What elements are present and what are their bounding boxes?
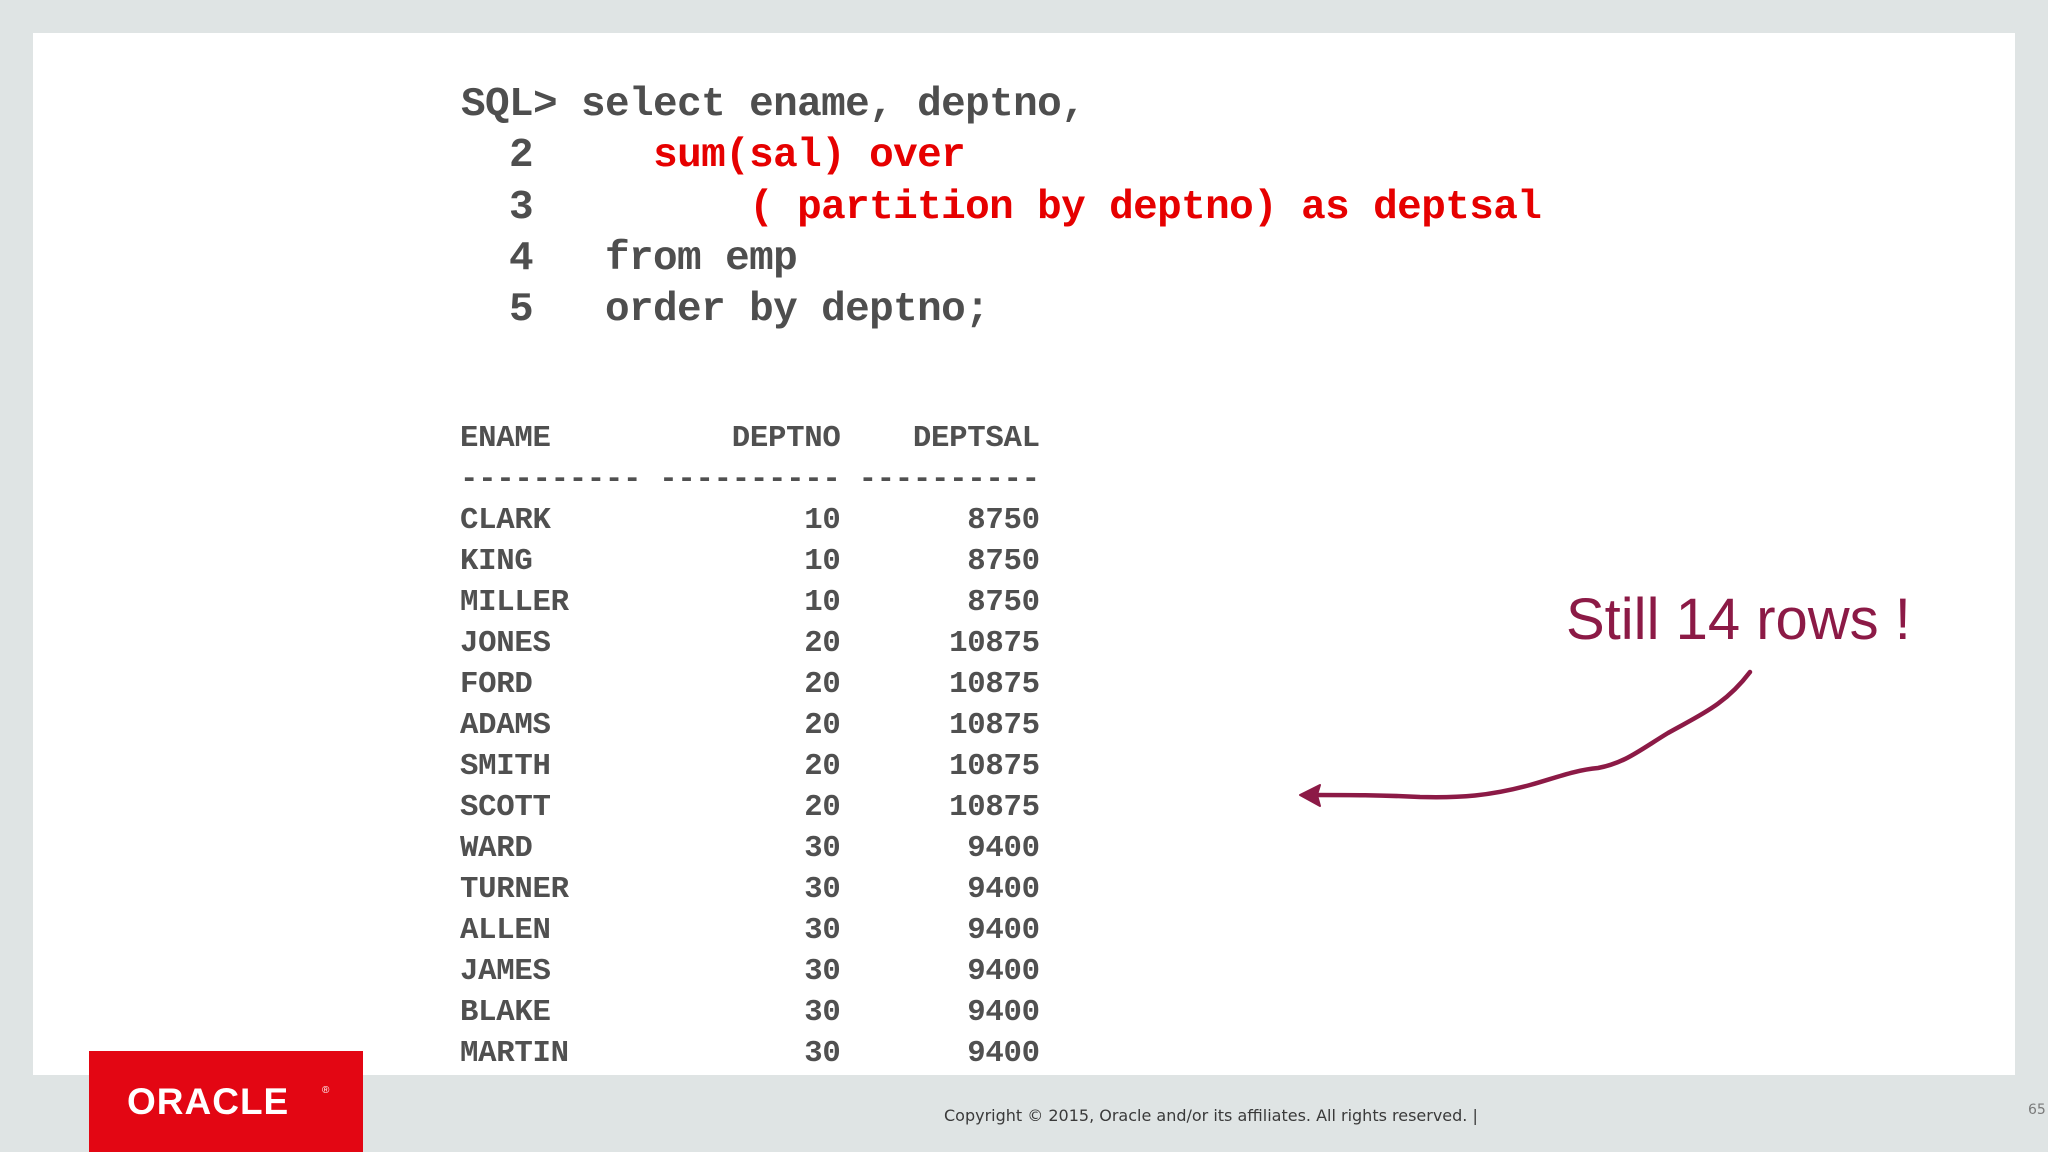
cell-ename: SMITH: [460, 749, 642, 784]
oracle-logo: ORACLE ®: [89, 1051, 363, 1152]
cell-ename: KING: [460, 544, 642, 579]
slide: [33, 33, 2015, 1075]
separator-row: ---------- ---------- ----------: [460, 459, 1040, 500]
sql-prompt: SQL>: [461, 82, 558, 128]
table-row: ADAMS 20 10875: [460, 705, 1040, 746]
column-header-deptsal: DEPTSAL: [858, 421, 1040, 456]
sql-line-number: 2: [509, 133, 534, 180]
separator: ----------: [460, 462, 642, 497]
cell-deptno: 30: [659, 1036, 841, 1071]
sql-line-number: 3: [509, 184, 534, 231]
sql-line-number: 5: [509, 287, 534, 334]
annotation-text: Still 14 rows !: [1566, 587, 1911, 652]
sql-line-number: 4: [509, 235, 534, 282]
cell-deptsal: 9400: [858, 872, 1040, 907]
column-header-ename: ENAME: [460, 421, 642, 456]
registered-mark: ®: [322, 1085, 330, 1096]
cell-deptno: 30: [659, 831, 841, 866]
page-number: 65: [2028, 1102, 2046, 1118]
sql-line-3-highlight: ( partition by deptno) as deptsal: [749, 184, 1542, 231]
oracle-logo-text: ORACLE: [127, 1081, 290, 1122]
cell-deptno: 30: [659, 954, 841, 989]
cell-deptsal: 10875: [858, 708, 1040, 743]
cell-deptsal: 9400: [858, 995, 1040, 1030]
cell-deptsal: 9400: [858, 831, 1040, 866]
sql-line-4: from emp: [605, 235, 798, 282]
cell-deptno: 20: [659, 749, 841, 784]
sql-code-block: SQL> select ename, deptno, 2 sum(sal) ov…: [461, 80, 1542, 336]
separator: ----------: [858, 462, 1040, 497]
table-row: FORD 20 10875: [460, 664, 1040, 705]
cell-ename: ALLEN: [460, 913, 642, 948]
table-row: JAMES 30 9400: [460, 951, 1040, 992]
cell-ename: MILLER: [460, 585, 642, 620]
cell-deptsal: 10875: [858, 626, 1040, 661]
cell-deptno: 20: [659, 626, 841, 661]
table-row: MILLER 10 8750: [460, 582, 1040, 623]
table-row: WARD 30 9400: [460, 828, 1040, 869]
cell-deptno: 20: [659, 708, 841, 743]
cell-deptsal: 9400: [858, 954, 1040, 989]
table-row: BLAKE 30 9400: [460, 992, 1040, 1033]
query-result-table: ENAME DEPTNO DEPTSAL ---------- ---------…: [460, 418, 1040, 1074]
separator: ----------: [659, 462, 841, 497]
cell-ename: CLARK: [460, 503, 642, 538]
cell-ename: MARTIN: [460, 1036, 642, 1071]
sql-line-2-highlight: sum(sal) over: [653, 133, 966, 180]
cell-ename: TURNER: [460, 872, 642, 907]
cell-deptsal: 8750: [858, 585, 1040, 620]
sql-line-1: select ename, deptno,: [581, 82, 1086, 128]
cell-deptno: 10: [659, 503, 841, 538]
cell-ename: SCOTT: [460, 790, 642, 825]
cell-deptsal: 10875: [858, 790, 1040, 825]
cell-ename: ADAMS: [460, 708, 642, 743]
cell-deptno: 20: [659, 667, 841, 702]
cell-deptsal: 9400: [858, 913, 1040, 948]
cell-deptsal: 10875: [858, 749, 1040, 784]
table-row: SCOTT 20 10875: [460, 787, 1040, 828]
column-header-deptno: DEPTNO: [659, 421, 841, 456]
sql-line-5: order by deptno;: [605, 287, 990, 334]
cell-deptsal: 10875: [858, 667, 1040, 702]
cell-deptno: 30: [659, 872, 841, 907]
cell-deptno: 20: [659, 790, 841, 825]
table-row: SMITH 20 10875: [460, 746, 1040, 787]
copyright-text: Copyright © 2015, Oracle and/or its affi…: [944, 1106, 1478, 1125]
cell-deptno: 30: [659, 995, 841, 1030]
cell-ename: FORD: [460, 667, 642, 702]
cell-deptsal: 8750: [858, 544, 1040, 579]
cell-ename: WARD: [460, 831, 642, 866]
cell-deptno: 10: [659, 544, 841, 579]
table-row: CLARK 10 8750: [460, 500, 1040, 541]
table-row: MARTIN 30 9400: [460, 1033, 1040, 1074]
cell-deptno: 10: [659, 585, 841, 620]
cell-ename: BLAKE: [460, 995, 642, 1030]
header-row: ENAME DEPTNO DEPTSAL: [460, 418, 1040, 459]
table-row: JONES 20 10875: [460, 623, 1040, 664]
cell-deptno: 30: [659, 913, 841, 948]
cell-ename: JONES: [460, 626, 642, 661]
cell-deptsal: 9400: [858, 1036, 1040, 1071]
table-row: KING 10 8750: [460, 541, 1040, 582]
table-row: ALLEN 30 9400: [460, 910, 1040, 951]
cell-ename: JAMES: [460, 954, 642, 989]
table-row: TURNER 30 9400: [460, 869, 1040, 910]
cell-deptsal: 8750: [858, 503, 1040, 538]
